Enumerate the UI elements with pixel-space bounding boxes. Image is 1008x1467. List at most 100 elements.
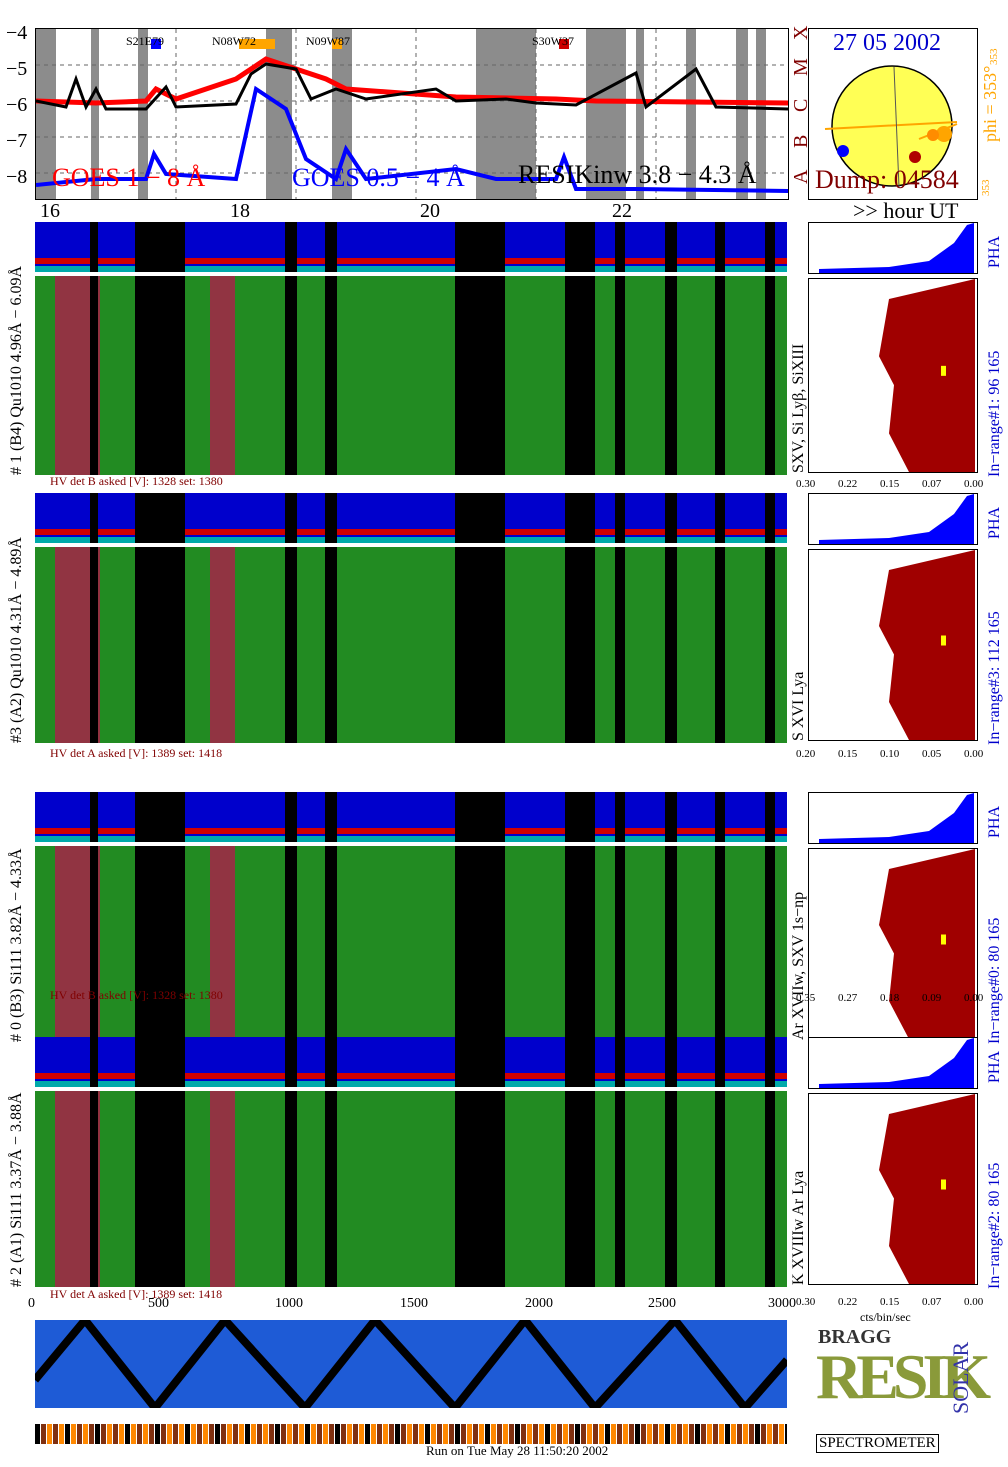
channel-lines: SXV, Si Lyβ, SiXIII [790,343,807,473]
bin-x-tick: 500 [148,1296,169,1311]
data-gap [325,1037,337,1087]
intensity-bar [725,1424,730,1444]
intensity-bar [299,1424,304,1444]
eclipse-band [476,29,531,199]
profile-axis-tick: 0.07 [922,478,942,490]
eclipse-band [756,29,766,199]
scan-trajectory [35,1320,787,1408]
intensity-bar [95,1424,100,1444]
pha-band [35,828,787,834]
intensity-bar [125,1424,130,1444]
goes-x-tick: 20 [420,200,440,222]
legend-goes-1-8: GOES 1 − 8 Å [52,163,206,192]
intensity-bar [689,1424,694,1444]
intensity-bar [599,1424,604,1444]
intensity-bar [323,1424,328,1444]
pha-base [35,836,787,842]
phi-label: phi = 353° [980,65,1000,142]
data-gap [90,493,98,543]
intensity-bar [731,1424,736,1444]
intensity-bar [431,1424,436,1444]
line-profile-fill [879,849,975,1039]
profile-marker [941,1179,946,1190]
pha-histogram-svg [819,494,974,544]
profile-marker [941,934,946,945]
intensity-bar [533,1424,538,1444]
data-gap [615,222,625,272]
data-gap [325,547,337,743]
resik-curve [36,62,788,111]
intensity-bar [191,1424,196,1444]
pha-label: PHA [986,506,1003,539]
channel-spectrogram [35,1091,787,1287]
pha-label: PHA [986,1050,1003,1083]
goes-x-tick: 18 [230,200,250,222]
line-profile [808,1093,978,1285]
intensity-bar [749,1424,754,1444]
intensity-bar [35,1424,40,1444]
profile-axis-tick: 0.10 [880,748,900,760]
intensity-bar [761,1424,766,1444]
intensity-bar [521,1424,526,1444]
intensity-bar [329,1424,334,1444]
data-gap [285,792,297,842]
intensity-bar [365,1424,370,1444]
line-profile-fill [879,550,975,740]
intensity-bars [35,1424,787,1444]
data-gap [455,792,505,842]
intensity-bar [65,1424,70,1444]
goes-1-8-curve [36,56,788,106]
data-gap [715,222,725,272]
line-profile-fill [879,1094,975,1284]
region-label: S21E79 [126,34,165,48]
data-gap [665,547,677,743]
data-gap [455,222,505,272]
emission-band [210,1091,235,1287]
resik-logo: BRAGG RESIK SOLAR SPECTROMETER [814,1322,991,1457]
data-gap [615,846,625,1042]
intensity-bar [293,1424,298,1444]
intensity-bar [509,1424,514,1444]
intensity-bar [683,1424,688,1444]
pha-label: PHA [986,235,1003,268]
bin-x-tick: 1500 [400,1296,428,1311]
phi-small: 353 [988,48,1000,66]
profile-axis-tick: 0.30 [796,478,816,490]
intensity-bar [551,1424,556,1444]
data-gap [90,792,98,842]
intensity-bar [587,1424,592,1444]
data-gap [615,1037,625,1087]
data-gap [90,222,98,272]
intensity-bar [395,1424,400,1444]
region-marker [239,39,275,49]
data-gap [765,846,775,1042]
pha-base [35,266,787,272]
region-marker [332,39,342,49]
pha-band [35,1073,787,1079]
goes-y-tick: −5 [6,58,28,80]
channel-spectrogram-svg [55,276,775,475]
intensity-bar [503,1424,508,1444]
data-gap [565,1037,595,1087]
goes-y-tick: −6 [6,94,28,116]
intensity-bar [77,1424,82,1444]
data-gap [455,276,505,475]
intensity-bar [257,1424,262,1444]
profile-axis-tick: 0.00 [964,748,984,760]
intensity-bar [233,1424,238,1444]
hv-label: HV det A asked [V]: 1389 set: 1418 [50,1287,223,1301]
profile-axis-tick: 0.15 [838,748,858,760]
data-gap [135,1091,185,1287]
intensity-bar [185,1424,190,1444]
intensity-bar [113,1424,118,1444]
data-gap [455,493,505,543]
data-gap [765,1091,775,1287]
intensity-bar [353,1424,358,1444]
intensity-bar [47,1424,52,1444]
data-gap [565,547,595,743]
data-gap [765,493,775,543]
pha-spectrogram-svg [35,222,787,272]
intensity-bar [653,1424,658,1444]
data-gap [285,1037,297,1087]
intensity-bar [119,1424,124,1444]
